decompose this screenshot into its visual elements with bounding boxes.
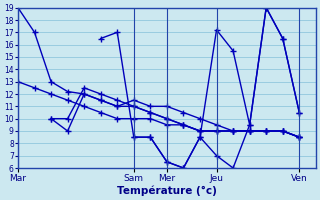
X-axis label: Température (°c): Température (°c) <box>117 185 217 196</box>
